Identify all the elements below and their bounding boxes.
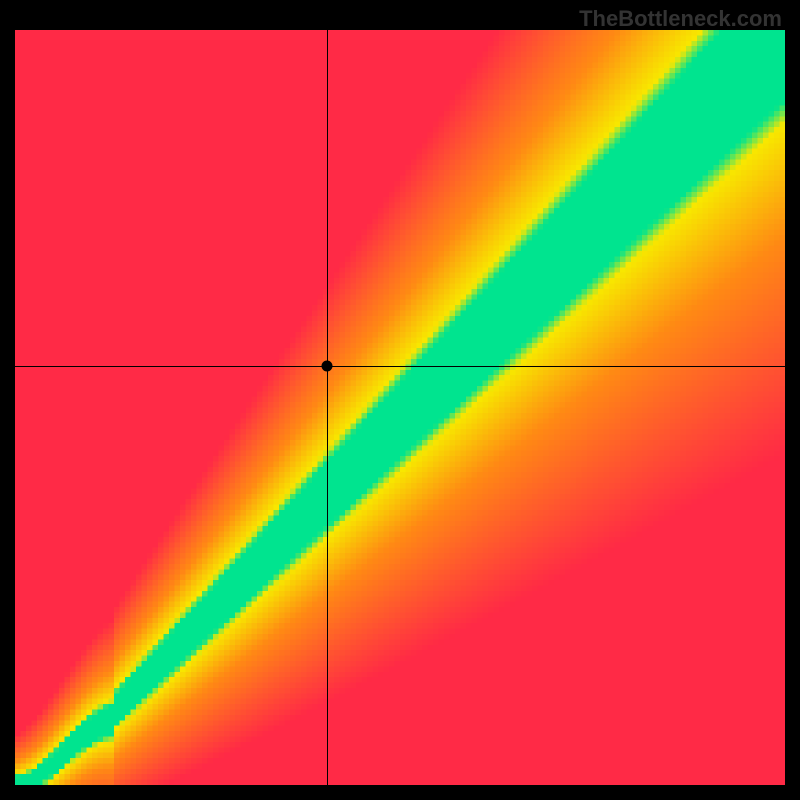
crosshair-vertical	[327, 30, 328, 785]
watermark-text: TheBottleneck.com	[579, 6, 782, 32]
bottleneck-heatmap	[15, 30, 785, 785]
heatmap-canvas	[15, 30, 785, 785]
crosshair-horizontal	[15, 366, 785, 367]
crosshair-marker	[321, 360, 332, 371]
